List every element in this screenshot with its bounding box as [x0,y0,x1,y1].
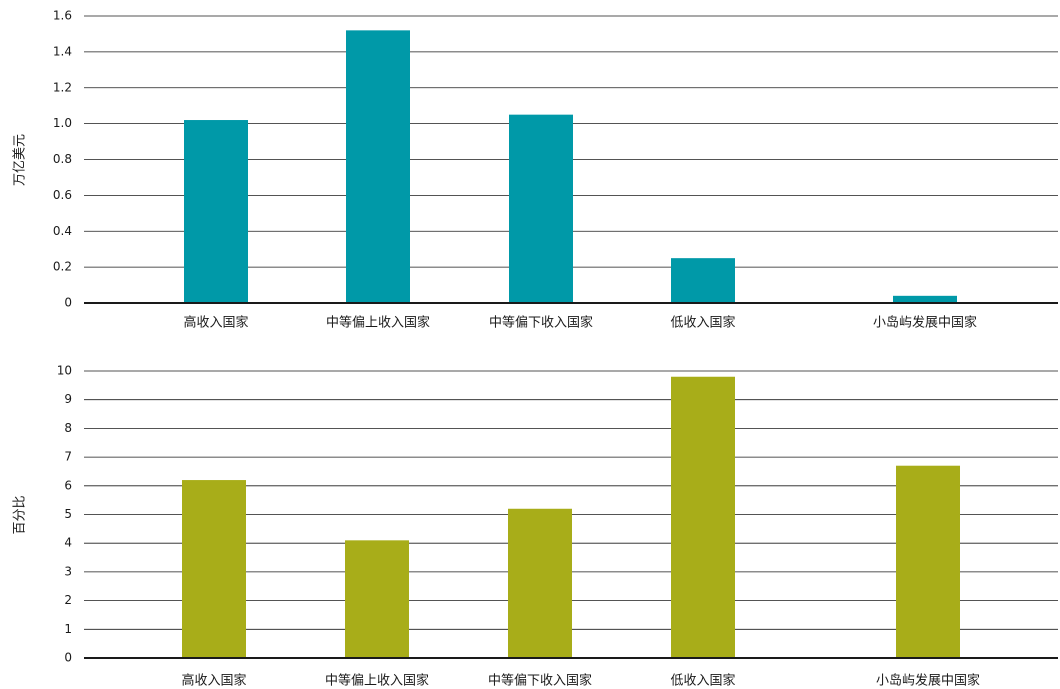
x-category-label: 中等偏下收入国家 [488,673,592,689]
y-tick-label: 0.2 [53,260,72,274]
x-category-label: 小岛屿发展中国家 [873,315,977,331]
y-tick-label: 0.8 [53,152,72,166]
bar-3 [509,114,573,303]
y-tick-label: 0 [64,296,72,310]
x-category-label: 中等偏上收入国家 [325,673,429,689]
chart-1-ylabel: 百分比 [13,495,28,534]
y-tick-label: 1.0 [53,116,72,130]
y-tick-label: 1.2 [53,80,72,94]
x-category-label: 低收入国家 [670,673,735,689]
y-tick-label: 1 [64,622,72,636]
x-category-label: 中等偏上收入国家 [326,315,430,331]
bar-2 [346,30,410,303]
bar-5 [896,465,960,658]
bar-1 [182,480,246,658]
chart-trade-value: 万亿美元 0 0.2 0.4 0.6 0.8 1.0 1.2 1.4 1.6 高收入国家 中等偏上收… [13,9,1058,331]
y-tick-label: 5 [64,507,72,521]
bar-3 [508,508,572,658]
y-tick-label: 7 [64,450,72,464]
bar-4 [671,258,735,303]
y-tick-label: 4 [64,536,72,550]
chart-0-ylabel: 万亿美元 [13,134,28,186]
x-category-label: 高收入国家 [183,315,248,331]
y-tick-label: 3 [64,564,72,578]
x-category-label: 中等偏下收入国家 [489,315,593,331]
bar-4 [671,376,735,658]
y-tick-label: 8 [64,421,72,435]
bar-5 [893,295,957,303]
x-category-label: 低收入国家 [670,315,735,331]
x-category-label: 小岛屿发展中国家 [876,673,980,689]
bar-2 [345,540,409,658]
y-tick-label: 10 [57,364,72,378]
y-tick-label: 9 [64,392,72,406]
y-tick-label: 6 [64,478,72,492]
y-tick-label: 0.6 [53,188,72,202]
y-tick-label: 0 [64,651,72,665]
chart-percentage: 百分比 0 1 2 3 4 5 6 7 8 9 10 高收入国家 中等偏上收入国家 中等偏下收入国家 低收入… [13,364,1058,689]
y-tick-label: 0.4 [53,224,72,238]
y-tick-label: 1.6 [53,9,72,23]
y-tick-label: 1.4 [53,44,72,58]
x-category-label: 高收入国家 [181,673,246,689]
bar-1 [184,120,248,303]
y-tick-label: 2 [64,593,72,607]
